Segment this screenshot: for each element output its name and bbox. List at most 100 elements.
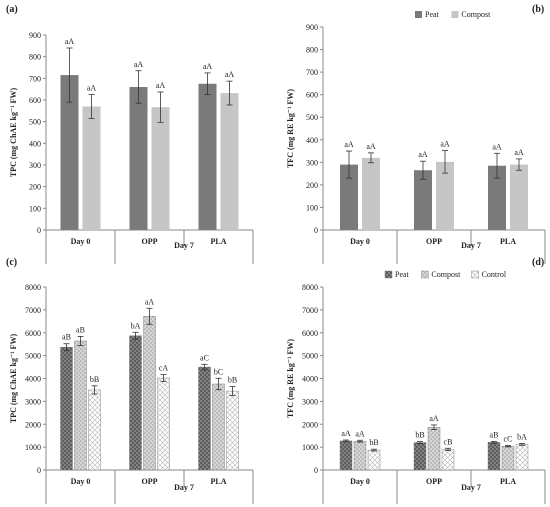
panel-label: (c) [6,257,17,268]
significance-letter: cB [444,437,453,446]
chart-panel: (a) 0 100 200 300 400 500 600 700 800 900 TPC (mg C… [6,4,254,264]
significance-letter: aA [203,62,213,71]
y-tick-label: 900 [29,31,41,40]
category-label: OPP [142,237,158,246]
chart-panel: (c) 0 1000 2000 3000 4000 5000 6000 7000 8000 TPC … [6,257,254,504]
chart-panel: (d) 0 1000 2000 3000 4000 5000 6000 7000 8000 TFC … [286,257,546,504]
legend-label: Compost [431,270,461,279]
bar [157,377,170,471]
bar [339,440,353,471]
bar [367,449,381,471]
significance-letter: bB [90,375,99,384]
significance-letter: aA [65,37,75,46]
y-tick-label: 3000 [25,397,41,406]
y-tick-label: 8000 [302,283,318,292]
significance-letter: cC [504,435,513,444]
y-axis-label: TPC (mg ChAE kg⁻¹ FW) [9,334,18,424]
bar [143,316,156,471]
significance-letter: bB [228,376,237,385]
y-tick-label: 5000 [302,352,318,361]
bar [198,83,217,230]
significance-letter: aA [429,414,439,423]
bar [226,390,239,471]
chart-panel: (b) 0 100 200 300 400 500 600 700 800 900 TFC (mg R… [286,4,546,264]
legend-label: Peat [425,10,440,19]
bar [60,75,79,230]
category-label: PLA [500,237,516,246]
significance-letter: aA [87,84,97,93]
category-label: OPP [426,477,442,486]
significance-letter: aB [62,333,71,342]
significance-letter: aB [490,430,499,439]
y-tick-label: 700 [306,68,318,77]
bar [487,442,501,471]
y-axis-label: TFC (mg RE kg⁻¹ FW) [286,339,295,418]
y-tick-label: 1000 [302,443,318,452]
y-tick-label: 500 [29,118,41,127]
significance-letter: bC [214,367,223,376]
y-tick-label: 4000 [302,375,318,384]
y-tick-label: 0 [37,466,41,475]
y-tick-label: 2000 [302,420,318,429]
bar [501,446,515,471]
y-tick-label: 0 [314,226,318,235]
significance-letter: aC [200,353,209,362]
category-label: PLA [211,477,227,486]
y-tick-label: 0 [314,466,318,475]
day-label: Day 7 [461,483,481,492]
y-tick-label: 200 [29,183,41,192]
bar [441,449,455,471]
significance-letter: aA [344,140,354,149]
significance-letter: bB [415,431,424,440]
y-tick-label: 800 [29,53,41,62]
significance-letter: aA [156,81,166,90]
category-label: PLA [211,237,227,246]
y-tick-label: 200 [306,181,318,190]
day-label: Day 7 [174,241,194,250]
significance-letter: aA [355,429,365,438]
y-tick-label: 7000 [302,306,318,315]
category-label: Day 0 [71,477,91,486]
category-label: Day 0 [350,237,370,246]
bar [74,340,87,471]
legend-label: Peat [395,270,410,279]
significance-letter: aA [366,142,376,151]
y-axis-label: TPC (mg ChAE kg⁻¹ FW) [9,88,18,178]
bar [413,442,427,471]
y-tick-label: 1000 [25,443,41,452]
bar [340,164,358,230]
y-tick-label: 100 [29,204,41,213]
bar [198,366,211,471]
y-tick-label: 7000 [25,306,41,315]
y-tick-label: 4000 [25,375,41,384]
bar [60,346,73,471]
category-label: PLA [500,477,516,486]
significance-letter: aA [145,297,155,306]
y-tick-label: 300 [29,161,41,170]
significance-letter: aA [418,150,428,159]
y-tick-label: 700 [29,74,41,83]
category-label: OPP [426,237,442,246]
bar [488,165,506,230]
y-tick-label: 3000 [302,397,318,406]
y-tick-label: 6000 [25,329,41,338]
significance-letter: aA [225,70,235,79]
significance-letter: aA [440,140,450,149]
legend-swatch [451,11,459,18]
panel-label: (d) [532,257,544,268]
y-tick-label: 100 [306,203,318,212]
legend-swatch [471,270,479,279]
bar [436,161,454,230]
y-tick-label: 400 [306,136,318,145]
legend-label: Compost [461,10,491,19]
legend-label: Control [482,270,507,279]
day-label: Day 7 [461,241,481,250]
day-label: Day 7 [174,483,194,492]
legend-swatch [421,270,429,279]
bar [353,440,367,471]
bar [129,335,142,471]
bar [414,170,432,230]
y-tick-label: 900 [306,23,318,32]
bar [129,87,148,230]
